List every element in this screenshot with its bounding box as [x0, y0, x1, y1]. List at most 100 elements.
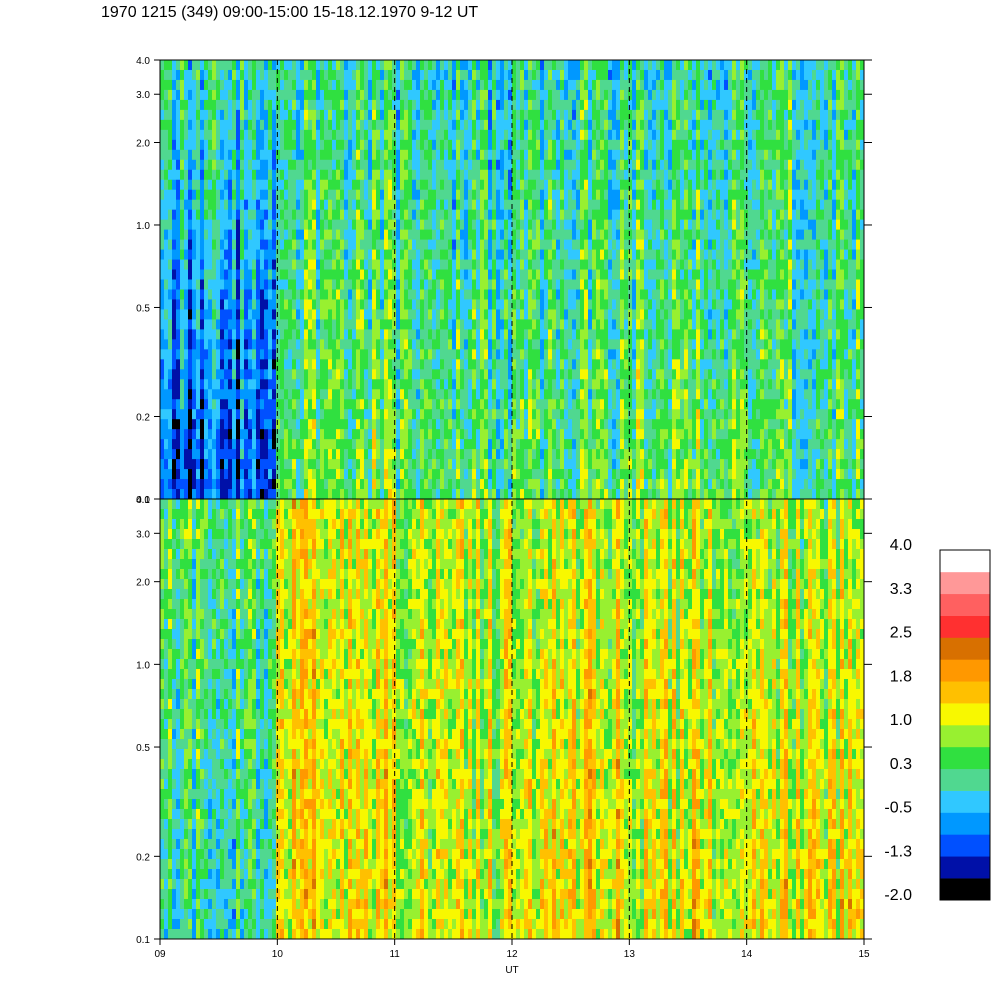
heatmap-cell	[576, 389, 581, 400]
heatmap-cell	[436, 379, 441, 390]
heatmap-cell	[180, 189, 185, 201]
heatmap-cell	[264, 269, 269, 281]
heatmap-cell	[340, 349, 345, 360]
heatmap-cell	[436, 269, 441, 281]
heatmap-cell	[380, 259, 385, 271]
heatmap-cell	[536, 259, 541, 271]
heatmap-cell	[568, 239, 573, 251]
heatmap-cell	[388, 219, 393, 231]
heatmap-cell	[468, 489, 473, 499]
heatmap-cell	[480, 189, 485, 201]
heatmap-cell	[172, 339, 177, 350]
heatmap-cell	[264, 349, 269, 360]
heatmap-cell	[160, 249, 165, 261]
heatmap-cell	[192, 329, 197, 340]
heatmap-cell	[168, 89, 173, 101]
heatmap-cell	[204, 379, 209, 390]
heatmap-cell	[260, 379, 265, 390]
heatmap-cell	[572, 209, 577, 221]
heatmap-cell	[216, 269, 221, 281]
heatmap-cell	[316, 419, 321, 430]
heatmap-cell	[240, 79, 245, 91]
heatmap-cell	[484, 309, 489, 321]
heatmap-cell	[264, 389, 269, 400]
heatmap-cell	[476, 369, 481, 380]
heatmap-cell	[292, 319, 297, 330]
heatmap-cell	[280, 89, 285, 101]
heatmap-cell	[360, 89, 365, 101]
heatmap-cell	[592, 259, 597, 271]
heatmap-cell	[236, 249, 241, 261]
heatmap-cell	[224, 299, 229, 311]
heatmap-cell	[328, 119, 333, 131]
heatmap-cell	[604, 79, 609, 91]
heatmap-cell	[464, 399, 469, 410]
heatmap-cell	[304, 449, 309, 460]
heatmap-cell	[268, 219, 273, 231]
heatmap-cell	[508, 229, 513, 241]
heatmap-cell	[528, 319, 533, 330]
heatmap-cell	[376, 399, 381, 410]
heatmap-cell	[360, 309, 365, 321]
heatmap-cell	[232, 199, 237, 211]
heatmap-cell	[584, 209, 589, 221]
heatmap-cell	[552, 419, 557, 430]
heatmap-cell	[496, 149, 501, 161]
heatmap-cell	[544, 319, 549, 330]
heatmap-cell	[372, 189, 377, 201]
heatmap-cell	[604, 409, 609, 420]
heatmap-cell	[248, 169, 253, 181]
heatmap-cell	[180, 229, 185, 241]
heatmap-cell	[460, 159, 465, 171]
heatmap-cell	[364, 79, 369, 91]
heatmap-cell	[588, 179, 593, 191]
heatmap-cell	[460, 219, 465, 231]
heatmap-cell	[576, 219, 581, 231]
heatmap-cell	[188, 489, 193, 499]
heatmap-cell	[260, 449, 265, 460]
heatmap-cell	[240, 89, 245, 101]
heatmap-cell	[160, 349, 165, 360]
heatmap-cell	[204, 189, 209, 201]
heatmap-cell	[400, 169, 405, 181]
heatmap-cell	[336, 389, 341, 400]
heatmap-cell	[232, 449, 237, 460]
heatmap-cell	[532, 69, 537, 81]
heatmap-cell	[192, 109, 197, 121]
heatmap-cell	[396, 89, 401, 101]
heatmap-cell	[280, 179, 285, 191]
heatmap-cell	[504, 449, 509, 460]
heatmap-cell	[604, 279, 609, 291]
heatmap-cell	[220, 379, 225, 390]
heatmap-cell	[196, 259, 201, 271]
heatmap-cell	[552, 289, 557, 301]
heatmap-cell	[436, 149, 441, 161]
heatmap-cell	[544, 349, 549, 360]
heatmap-cell	[452, 329, 457, 340]
heatmap-cell	[576, 419, 581, 430]
heatmap-cell	[432, 449, 437, 460]
heatmap-cell	[512, 419, 517, 430]
heatmap-cell	[516, 149, 521, 161]
heatmap-cell	[388, 129, 393, 141]
heatmap-cell	[464, 329, 469, 340]
heatmap-cell	[492, 479, 497, 490]
heatmap-cell	[276, 289, 281, 301]
heatmap-cell	[328, 339, 333, 350]
heatmap-cell	[544, 69, 549, 81]
heatmap-cell	[428, 449, 433, 460]
heatmap-cell	[284, 419, 289, 430]
heatmap-cell	[200, 119, 205, 131]
heatmap-cell	[548, 249, 553, 261]
heatmap-cell	[248, 419, 253, 430]
heatmap-cell	[244, 169, 249, 181]
heatmap-cell	[560, 249, 565, 261]
heatmap-cell	[196, 209, 201, 221]
heatmap-cell	[552, 139, 557, 151]
heatmap-cell	[232, 489, 237, 499]
heatmap-cell	[528, 269, 533, 281]
heatmap-cell	[224, 369, 229, 380]
heatmap-cell	[500, 479, 505, 490]
heatmap-cell	[320, 359, 325, 370]
heatmap-cell	[432, 179, 437, 191]
